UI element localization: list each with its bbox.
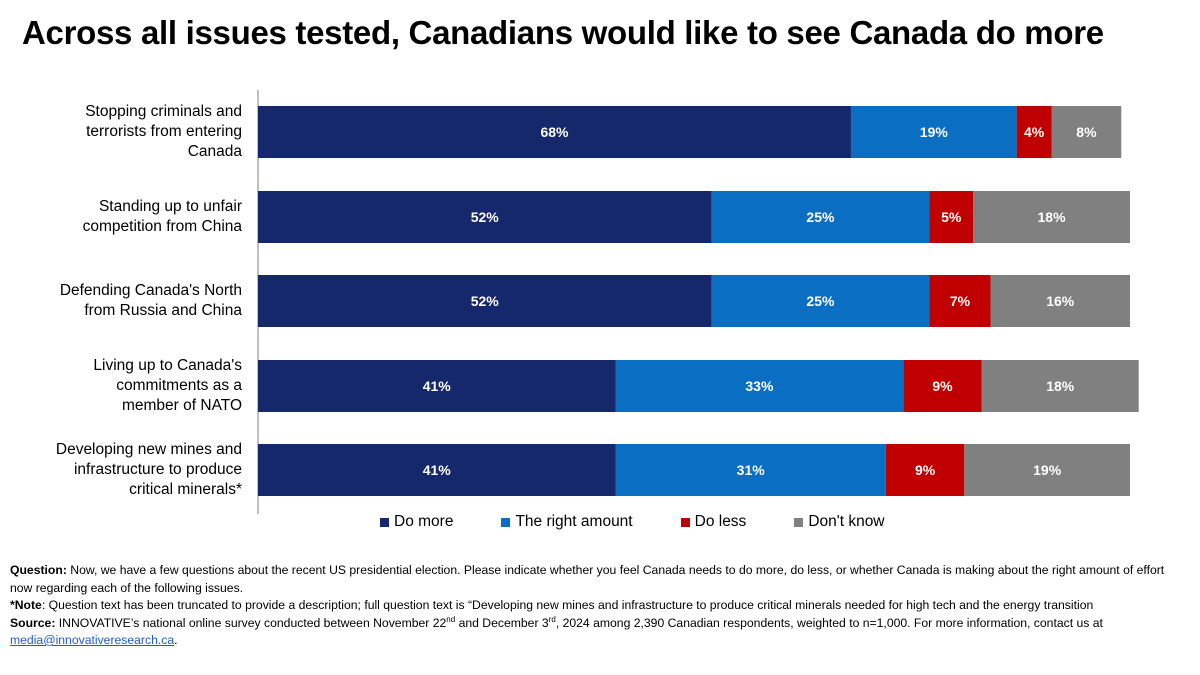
data-label: 68% <box>540 124 569 140</box>
footnotes: Question: Now, we have a few questions a… <box>10 562 1180 650</box>
bar-segment <box>711 191 930 243</box>
source-text-1: INNOVATIVE’s national online survey cond… <box>55 615 447 630</box>
legend-item: Don't know <box>794 513 885 531</box>
category-label-line: from Russia and China <box>84 302 242 319</box>
bar-segment <box>981 360 1139 412</box>
data-label: 19% <box>1033 462 1062 478</box>
truncation-note: *Note: Question text has been truncated … <box>10 597 1180 615</box>
data-label: 33% <box>745 378 774 394</box>
category-label-line: competition from China <box>82 218 242 235</box>
data-label: 52% <box>471 293 500 309</box>
source-label: Source: <box>10 615 56 630</box>
chart-title: Across all issues tested, Canadians woul… <box>22 14 1104 51</box>
legend-swatch <box>380 517 389 527</box>
data-label: 52% <box>471 209 500 225</box>
source-sup-2: rd <box>548 614 556 624</box>
category-label: Developing new mines and infrastructure t… <box>20 440 242 500</box>
bar-segment <box>990 275 1130 327</box>
data-label: 5% <box>941 209 962 225</box>
data-label: 8% <box>1076 124 1097 140</box>
category-label-line: Defending Canada's North <box>59 282 242 299</box>
bar-segment <box>615 444 886 496</box>
question-text: Now, we have a few questions about the r… <box>10 563 1165 595</box>
bar-segment <box>711 275 930 327</box>
data-label: 16% <box>1046 293 1075 309</box>
legend-item: Do less <box>680 513 747 531</box>
data-label: 25% <box>806 209 835 225</box>
category-label-line: Standing up to unfair <box>98 198 242 215</box>
data-label: 31% <box>737 462 766 478</box>
bar-segment <box>850 106 1017 158</box>
category-label-line: member of NATO <box>121 397 242 414</box>
source-sup-1: nd <box>446 614 456 624</box>
legend-item: The right amount <box>501 513 633 531</box>
category-label: Standing up to unfair competition from Ch… <box>20 197 242 237</box>
legend-label: Do more <box>394 513 454 530</box>
category-label-line: commitments as a <box>116 377 242 394</box>
data-label: 19% <box>920 124 949 140</box>
bar-segment <box>258 191 712 243</box>
bar-segment <box>929 275 991 327</box>
bar-segment <box>903 360 982 412</box>
data-label: 4% <box>1024 124 1045 140</box>
bar-segment <box>1016 106 1052 158</box>
question-note: Question: Now, we have a few questions a… <box>10 562 1180 597</box>
category-label-line: critical minerals* <box>129 481 242 498</box>
contact-email-link[interactable]: media@innovativeresearch.ca <box>10 633 175 647</box>
category-label: Living up to Canada's commitments as a mem… <box>20 356 242 416</box>
category-label-line: Living up to Canada's <box>93 357 242 374</box>
source-text-2: and December 3 <box>455 615 549 630</box>
data-label: 25% <box>806 293 835 309</box>
bar-segment <box>1051 106 1122 158</box>
legend-swatch <box>680 517 690 527</box>
bar-segment <box>615 360 904 412</box>
note-text: : Question text has been truncated to pr… <box>41 598 1094 612</box>
data-label: 18% <box>1038 209 1067 225</box>
legend-item: Do more <box>380 513 453 531</box>
category-label-line: terrorists from entering <box>86 123 242 140</box>
source-note: Source: INNOVATIVE’s national online sur… <box>10 615 1180 650</box>
source-text-3: , 2024 among 2,390 Canadian respondents,… <box>555 615 1103 630</box>
chart-legend: Do more The right amount Do less Don't know <box>380 511 885 533</box>
bar-segment <box>258 444 616 496</box>
question-label: Question: <box>10 563 67 577</box>
data-label: 41% <box>423 462 452 478</box>
category-label: Stopping criminals and terrorists from en… <box>20 102 242 162</box>
data-label: 18% <box>1046 378 1075 394</box>
bar-segment <box>964 444 1130 496</box>
bar-segment <box>258 360 616 412</box>
data-label: 9% <box>932 378 953 394</box>
bar-segment <box>885 444 965 496</box>
data-label: 9% <box>915 462 936 478</box>
category-label-line: Canada <box>187 143 242 160</box>
legend-label: Do less <box>694 513 747 530</box>
bar-segment <box>258 106 851 158</box>
category-label-line: Stopping criminals and <box>85 103 242 120</box>
data-label: 7% <box>950 293 971 309</box>
bar-segment <box>973 191 1130 243</box>
category-label: Defending Canada's North from Russia and … <box>20 281 242 321</box>
bar-segment <box>258 275 712 327</box>
note-label: *Note <box>10 598 42 612</box>
category-label-line: infrastructure to produce <box>73 461 242 478</box>
legend-label: The right amount <box>515 513 633 530</box>
legend-label: Don't know <box>808 513 885 530</box>
category-label-line: Developing new mines and <box>55 441 242 458</box>
legend-swatch <box>501 517 511 527</box>
data-label: 41% <box>423 378 452 394</box>
legend-swatch <box>794 517 804 527</box>
source-text-4: . <box>174 633 178 647</box>
bar-segment <box>929 191 974 243</box>
